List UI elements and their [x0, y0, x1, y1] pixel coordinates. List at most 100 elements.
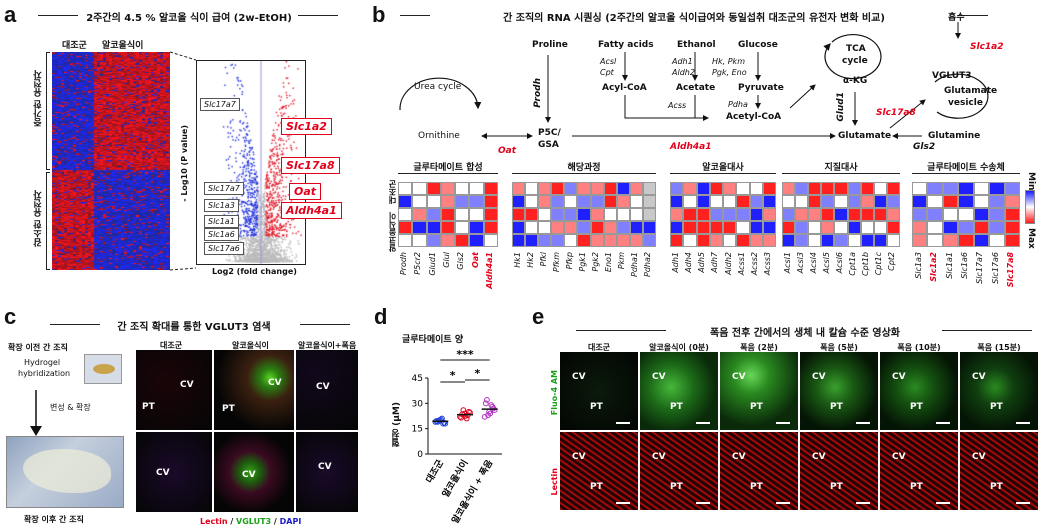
panel-b-title: 간 조직의 RNA 시퀀싱 (2주간의 알코올 식이급여와 동일섭취 대조군의 …: [503, 13, 885, 24]
gene-heat-cell: [455, 182, 470, 195]
gene-heat-cell: [808, 221, 822, 234]
heatmap-a-bracket-up: [46, 52, 50, 170]
panel-e-title: 폭음 전후 간에서의 생체 내 칼슘 수준 영상화: [710, 328, 900, 339]
gene-heat-cell: [958, 182, 974, 195]
gene-heat-cell: [860, 208, 874, 221]
gene-heat-cell: [696, 208, 710, 221]
panel-c-col-alcohol: 알코올식이: [232, 341, 269, 350]
gene-group-title-3: 지질대사: [782, 160, 900, 174]
gene-heat-cell: [629, 234, 643, 247]
heatmap-a-col-alcohol: 알코올식이: [102, 41, 144, 51]
gene-heat-cell: [912, 221, 928, 234]
gene-heat-cell: [696, 234, 710, 247]
pathway-gls2: Gls2: [913, 142, 936, 152]
pathway-glud1: Glud1: [836, 92, 846, 122]
gene-heat-cell: [603, 195, 617, 208]
gene-heat-cell: [1004, 234, 1020, 247]
pathway-fatty-acids: Fatty acids: [598, 40, 654, 50]
tissue-before-photo: [84, 354, 122, 384]
gene-heat-cell: [642, 182, 656, 195]
vglut3-alcohol-high: CV: [214, 432, 294, 512]
gene-heat-cell: [782, 182, 796, 195]
gene-heat-cell: [696, 221, 710, 234]
gene-heat-cell: [483, 195, 498, 208]
gene-heat-cell: [564, 234, 578, 247]
gene-label: Acsl1: [782, 252, 792, 274]
panel-e-title-rule-right: [942, 330, 1032, 331]
gene-heat-cell: [440, 195, 456, 208]
gene-heat-cell: [927, 234, 943, 247]
gene-heat-cell: [749, 195, 763, 208]
panel-d-label: d: [374, 304, 388, 329]
gene-heat-cell: [512, 195, 526, 208]
gene-label: Slc17a6: [990, 252, 1000, 284]
gene-heat-cell: [834, 208, 848, 221]
gene-heat-cell: [590, 195, 604, 208]
vglut3-alcohol-low: CV PT: [214, 350, 294, 430]
gene-heat-cell: [873, 182, 887, 195]
gene-heat-cell: [483, 182, 498, 195]
gene-heat-cell: [483, 208, 498, 221]
pathway-oat: Oat: [498, 146, 517, 156]
pathway-gsa: GSA: [538, 140, 559, 150]
data-point: [463, 415, 470, 422]
gene-heat-cell: [736, 208, 750, 221]
pathway-uptake: 흡수: [948, 13, 965, 23]
panel-e-row-lectin: Lectin: [550, 468, 559, 496]
gene-heat-cell: [512, 182, 526, 195]
category-label: 대조군: [423, 457, 446, 485]
gene-heat-cell: [577, 182, 591, 195]
gene-label: Oat: [470, 252, 480, 269]
gene-heat-cell: [834, 221, 848, 234]
pathway-prodh: Prodh: [533, 78, 543, 108]
calcium-fluo4-image: CV PT: [960, 352, 1038, 430]
gene-heat-cell: [455, 221, 470, 234]
gene-label: Slc1a1: [944, 252, 954, 279]
pathway-akg: α-KG: [843, 76, 868, 86]
gene-heat-cell: [795, 195, 809, 208]
gene-heat-cell: [564, 182, 578, 195]
gene-heat-cell: [782, 208, 796, 221]
vglut3-control-low: CV PT: [136, 350, 212, 430]
pathway-glutamate-vesicle-2: vesicle: [948, 98, 983, 108]
gene-label: Slc1a2: [929, 252, 939, 282]
gene-heat-cell: [538, 221, 552, 234]
gene-heat-cell: [847, 182, 861, 195]
calcium-col-label: 대조군: [587, 343, 611, 352]
gene-heat-cell: [469, 234, 484, 247]
calcium-lectin-image: CV PT: [960, 432, 1038, 510]
gene-heat-cell: [525, 195, 539, 208]
panel-a-title-rule-right: [298, 15, 338, 16]
gene-label: Slc17a8: [1006, 252, 1016, 288]
pathway-adh1: Adh1: [672, 57, 693, 66]
gene-heat-cell: [512, 208, 526, 221]
gene-heat-cell: [642, 234, 656, 247]
gene-label: Gls2: [456, 252, 466, 270]
panel-e-label: e: [532, 304, 545, 329]
panel-c-stain-legend: Lectin / VGLUT3 / DAPI: [200, 517, 302, 526]
pathway-hk-pkm: Hk, Pkm: [712, 57, 745, 66]
gene-group-title-4: 글루타메이트 수송체: [912, 160, 1020, 174]
gene-heat-cell: [551, 221, 565, 234]
panel-c-title-rule-left: [50, 324, 100, 325]
gene-label: Pkm: [617, 252, 627, 270]
gene-label: Acss2: [750, 252, 760, 276]
gene-heat-cell: [538, 234, 552, 247]
gene-heat-cell: [629, 208, 643, 221]
y-tick-label: 30: [412, 399, 424, 409]
gene-heat-cell: [616, 208, 630, 221]
gene-expression-heatmap: [52, 52, 170, 270]
gene-heat-cell: [886, 208, 900, 221]
gene-heat-cell: [873, 195, 887, 208]
gene-heat-cell: [455, 234, 470, 247]
gene-heat-cell: [642, 195, 656, 208]
gene-label: Acsl4: [808, 252, 818, 274]
gene-label: Adh4: [683, 252, 693, 273]
pathway-proline: Proline: [532, 40, 568, 50]
tissue-after-photo: [6, 436, 124, 508]
gene-heat-cell: [821, 234, 835, 247]
gene-label: Pfkl: [538, 252, 548, 267]
gene-heat-cell: [912, 182, 928, 195]
pathway-acss: Acss: [668, 101, 687, 110]
gene-heat-cell: [808, 182, 822, 195]
